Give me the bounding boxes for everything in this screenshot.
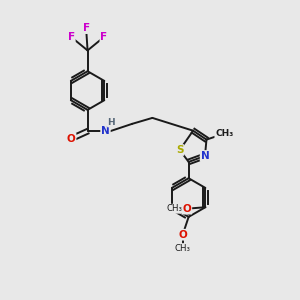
Text: O: O [67, 134, 76, 144]
Text: CH₃: CH₃ [175, 244, 191, 253]
Text: F: F [68, 32, 75, 42]
Text: N: N [101, 126, 110, 136]
Text: F: F [100, 32, 107, 42]
Text: CH₃: CH₃ [166, 204, 182, 213]
Text: O: O [178, 230, 187, 240]
Text: F: F [82, 23, 90, 33]
Text: S: S [176, 145, 184, 155]
Text: N: N [201, 151, 209, 161]
Text: H: H [107, 118, 115, 127]
Text: CH₃: CH₃ [215, 129, 233, 138]
Text: O: O [183, 204, 191, 214]
